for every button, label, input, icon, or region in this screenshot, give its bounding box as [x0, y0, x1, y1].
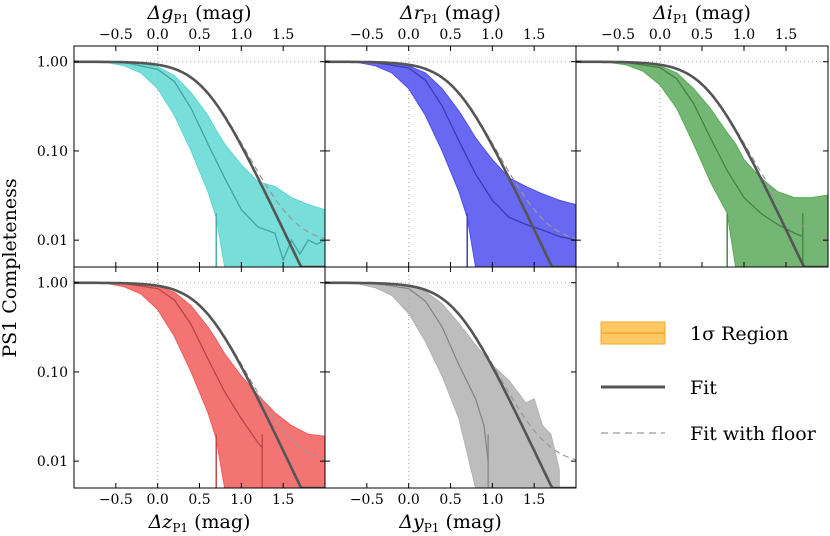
- plot-area-r: [325, 46, 576, 267]
- median-curve-z: [74, 282, 263, 449]
- x-tick-label: −0.5: [601, 27, 635, 43]
- legend: 1σ Region Fit Fit with floor: [600, 321, 817, 445]
- median-curve-g: [74, 61, 325, 262]
- x-tick-label: 0.0: [147, 27, 169, 43]
- panel-title-i: ΔiP1 (mag): [652, 2, 751, 26]
- x-tick-label: −0.5: [99, 27, 133, 43]
- plot-area-g: [74, 46, 325, 267]
- title-unit: (mag): [188, 511, 250, 533]
- x-tick-label: −0.5: [99, 492, 133, 508]
- title-subscript: P1: [424, 521, 440, 535]
- fit-curve: [74, 60, 325, 267]
- median-curve-r: [325, 61, 576, 241]
- sigma-region-r: [325, 61, 576, 267]
- title-base: Δz: [148, 511, 174, 533]
- x-tick-label: 1.5: [272, 492, 294, 508]
- x-tick-label: 0.0: [398, 492, 420, 508]
- x-tick-label: 1.0: [230, 492, 252, 508]
- panel-r: −0.5 0.0 0.5 1.0 1.5 ΔrP1 (mag): [324, 2, 577, 268]
- x-tick-label: 0.0: [147, 492, 169, 508]
- title-base: Δy: [398, 511, 424, 533]
- x-tick-label: 1.0: [481, 27, 503, 43]
- x-tick-label: 1.0: [230, 27, 252, 43]
- y-tick-label: 1.00: [37, 55, 68, 71]
- x-tick-label: 0.5: [439, 27, 461, 43]
- title-subscript: P1: [172, 521, 188, 535]
- x-tick-label: 0.5: [691, 27, 713, 43]
- title-subscript: P1: [173, 12, 189, 26]
- title-base: Δr: [399, 2, 425, 24]
- y-tick-label: 1.00: [37, 276, 68, 292]
- panel-title-z: ΔzP1 (mag): [148, 511, 251, 535]
- legend-region-label: 1σ Region: [690, 323, 789, 345]
- y-axis-title: PS1 Completeness: [0, 178, 21, 357]
- fit-curve: [74, 281, 325, 488]
- title-unit: (mag): [439, 511, 501, 533]
- legend-floor-label: Fit with floor: [690, 423, 817, 445]
- sigma-region-g: [74, 61, 325, 267]
- x-tick-label: 0.5: [439, 492, 461, 508]
- plot-area-y: [325, 267, 576, 488]
- title-base: Δg: [147, 2, 174, 24]
- x-tick-label: 1.5: [523, 27, 545, 43]
- panel-title-r: ΔrP1 (mag): [399, 2, 501, 26]
- x-tick-label: 1.5: [272, 27, 294, 43]
- median-curve-y: [325, 282, 489, 462]
- fit-curve: [325, 60, 576, 267]
- y-tick-label: 0.10: [37, 365, 68, 381]
- panel-title-g: ΔgP1 (mag): [147, 2, 252, 26]
- fit-curve: [325, 281, 576, 488]
- panel-y: −0.5 0.0 0.5 1.0 1.5 ΔyP1 (mag): [324, 266, 577, 535]
- x-tick-label: 1.0: [733, 27, 755, 43]
- x-tick-label: 1.5: [523, 492, 545, 508]
- fit-curve: [576, 60, 828, 267]
- title-subscript: P1: [673, 12, 689, 26]
- panel-title-y: ΔyP1 (mag): [398, 511, 502, 535]
- median-curve-i: [576, 61, 804, 238]
- x-tick-label: 1.0: [481, 492, 503, 508]
- y-tick-label: 0.01: [37, 454, 68, 470]
- title-unit: (mag): [189, 2, 251, 24]
- title-unit: (mag): [689, 2, 751, 24]
- x-tick-label: 0.0: [398, 27, 420, 43]
- y-tick-label: 0.10: [37, 144, 68, 160]
- x-tick-label: −0.5: [350, 492, 384, 508]
- title-subscript: P1: [423, 12, 439, 26]
- x-tick-label: −0.5: [350, 27, 384, 43]
- y-tick-label: 0.01: [37, 233, 68, 249]
- x-tick-label: 0.5: [188, 492, 210, 508]
- sigma-region-y: [325, 282, 560, 488]
- panel-z: −0.5 0.0 0.5 1.0 1.5 1.00 0.10 0.01 ΔzP1 (mag): [37, 266, 326, 535]
- plot-area-z: [74, 267, 325, 488]
- legend-fit-label: Fit: [690, 377, 717, 399]
- x-tick-label: 0.5: [188, 27, 210, 43]
- x-tick-label: 1.5: [775, 27, 797, 43]
- title-unit: (mag): [439, 2, 501, 24]
- panel-i: −0.5 0.0 0.5 1.0 1.5 ΔiP1 (mag): [575, 2, 829, 268]
- title-base: Δi: [652, 2, 673, 24]
- plot-area-i: [576, 46, 828, 267]
- panel-g: −0.5 0.0 0.5 1.0 1.5 1.00 0.10 0.01 ΔgP1 (mag): [37, 2, 326, 268]
- x-tick-label: 0.0: [649, 27, 671, 43]
